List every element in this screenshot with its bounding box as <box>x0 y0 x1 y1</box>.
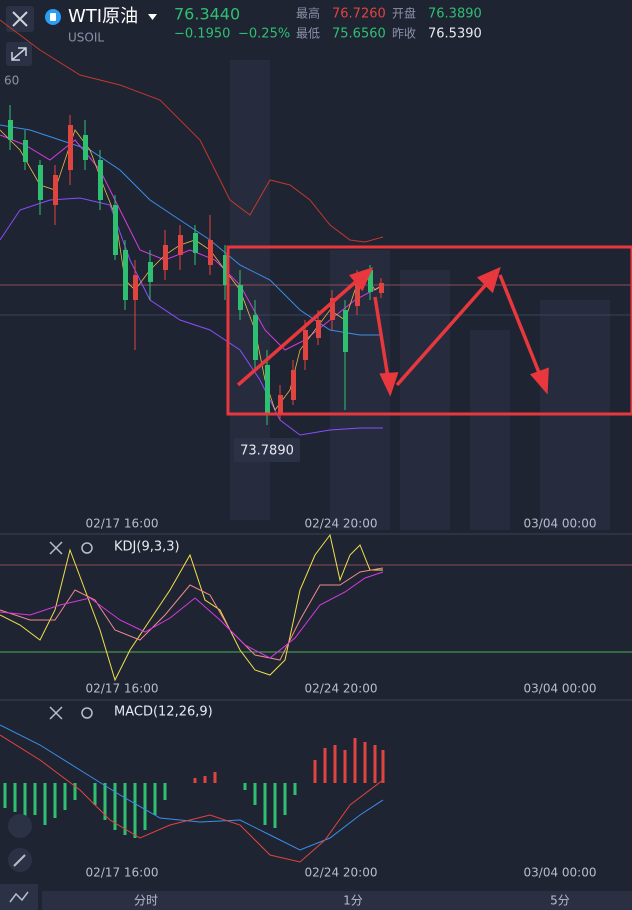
backdrop <box>400 270 450 530</box>
annotation-arrows <box>395 278 492 387</box>
candles <box>379 283 384 293</box>
candles <box>238 285 243 310</box>
low-value: 75.6560 <box>332 27 386 42</box>
candles <box>148 262 153 282</box>
draw-icon[interactable] <box>13 854 26 867</box>
price-change-pct: −0.25% <box>238 27 290 42</box>
open-label: 开盘 <box>392 6 416 21</box>
annotation-arrows <box>498 274 542 376</box>
low-marker: 73.7890 <box>240 444 294 459</box>
last-price: 76.3440 <box>174 5 240 24</box>
prev-close-value: 76.5390 <box>428 27 482 42</box>
indicator-tool[interactable] <box>8 814 32 838</box>
kdj-j <box>0 533 383 682</box>
candles <box>83 135 88 160</box>
tab[interactable]: 5分 <box>550 894 570 908</box>
candles <box>223 255 228 285</box>
macd-settings[interactable] <box>81 707 93 719</box>
candles <box>343 310 348 352</box>
candles <box>253 315 258 360</box>
x-label: 02/17 16:00 <box>86 866 159 880</box>
low-label: 最低 <box>296 27 320 41</box>
x-label: 02/17 16:00 <box>86 682 159 696</box>
price-change: −0.1950 <box>174 27 230 42</box>
x-label: 03/04 00:00 <box>524 866 597 880</box>
lower-band <box>0 197 383 436</box>
candles <box>98 160 103 200</box>
kdj-settings[interactable] <box>81 542 93 554</box>
x-label: 02/24 20:00 <box>305 682 378 696</box>
upper-band <box>0 19 384 243</box>
candles <box>8 105 384 425</box>
candles <box>291 370 296 400</box>
annotation-arrows <box>379 372 399 397</box>
macd-histogram <box>3 738 385 838</box>
candles <box>68 125 73 170</box>
ma-pink <box>0 134 384 351</box>
candles <box>265 365 270 415</box>
expand-icon[interactable] <box>11 47 27 61</box>
candles <box>113 205 118 255</box>
macd-dif <box>0 734 384 863</box>
macd-close[interactable] <box>49 706 63 720</box>
low-marker-box <box>234 438 300 462</box>
high-value: 76.7260 <box>332 7 386 22</box>
annotation-arrows <box>349 267 374 292</box>
candles <box>208 240 213 265</box>
candles <box>355 278 360 306</box>
candles <box>178 235 183 255</box>
open-value: 76.3890 <box>428 7 482 22</box>
annotation-arrows <box>373 296 390 379</box>
candles <box>163 245 168 270</box>
symbol-name[interactable]: WTI原油 <box>68 6 138 27</box>
candles <box>8 120 13 140</box>
x-label: 02/24 20:00 <box>305 517 378 531</box>
macd-dea <box>0 724 384 851</box>
tab-bar <box>42 891 632 910</box>
chart-type-icon[interactable] <box>9 891 29 903</box>
annotation-arrows <box>476 266 501 294</box>
prev-close-label: 昨收 <box>392 27 416 41</box>
candles <box>278 395 283 413</box>
symbol-logo-mark <box>50 13 56 21</box>
candles <box>330 298 335 320</box>
candles <box>123 250 128 300</box>
candles <box>303 330 308 360</box>
tab[interactable]: 分时 <box>134 894 158 908</box>
kdj-title: KDJ(9,3,3) <box>114 540 180 555</box>
candles <box>368 270 373 292</box>
candles <box>316 320 321 338</box>
annotation-box <box>226 245 632 416</box>
x-label: 03/04 00:00 <box>524 517 597 531</box>
x-label: 03/04 00:00 <box>524 682 597 696</box>
tab[interactable]: 1分 <box>343 894 363 908</box>
macd-title: MACD(12,26,9) <box>114 705 213 720</box>
candles <box>133 275 138 300</box>
y-axis-label: 60 <box>4 74 19 88</box>
annotation-arrows <box>236 266 549 397</box>
kdj-d <box>0 571 384 659</box>
candles <box>53 175 58 205</box>
x-label: 02/24 20:00 <box>305 866 378 880</box>
backdrop <box>470 330 510 530</box>
candles <box>38 165 43 200</box>
annotation-arrows <box>236 276 362 387</box>
symbol-dropdown[interactable] <box>148 14 157 20</box>
x-label: 02/17 16:00 <box>86 517 159 531</box>
candles <box>193 233 198 253</box>
high-label: 最高 <box>296 6 320 21</box>
close-icon[interactable] <box>12 11 28 27</box>
annotation-arrows <box>530 367 549 395</box>
kdj-close[interactable] <box>49 541 63 555</box>
candles <box>23 140 28 162</box>
kdj-k <box>0 567 384 661</box>
symbol-code: USOIL <box>68 31 104 45</box>
